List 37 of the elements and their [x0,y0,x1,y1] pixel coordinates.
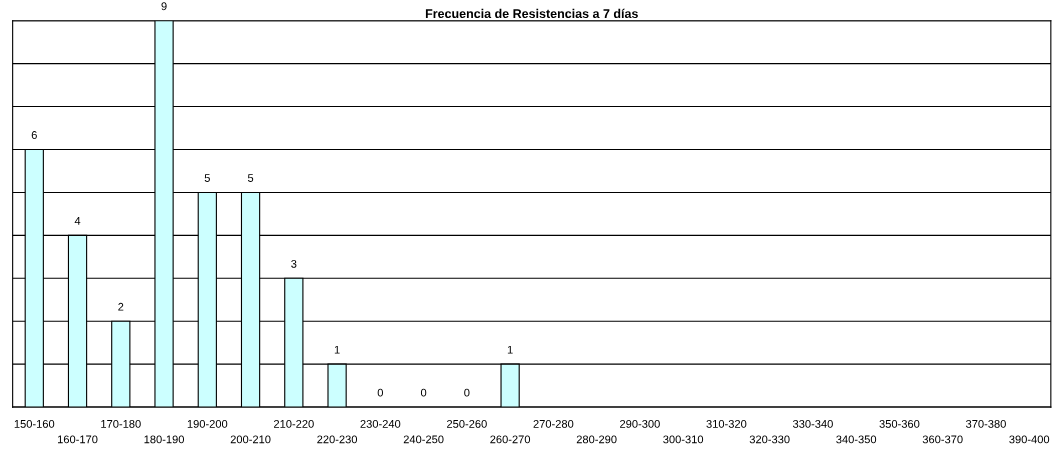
data-label: 1 [507,345,513,354]
chart-title: Frecuencia de Resistencias a 7 días [425,8,638,19]
x-tick-label: 230-240 [360,419,401,428]
x-tick-label: 250-260 [447,419,487,428]
data-label: 4 [74,217,81,225]
x-tick-label: 310-320 [706,419,747,428]
x-tick-label: 370-380 [965,419,1006,428]
x-tick-label: 200-210 [230,435,271,444]
x-tick-label: 170-180 [101,419,141,428]
x-tick-label: 360-370 [922,435,963,444]
x-tick-label: 290-300 [620,419,660,428]
x-tick-label: 240-250 [403,435,444,444]
data-label: 0 [420,388,427,397]
x-tick-label: 150-160 [14,419,55,428]
data-label: 0 [377,388,383,397]
data-label: 2 [118,302,124,311]
x-tick-label: 180-190 [144,435,185,444]
data-label: 9 [161,2,167,11]
x-tick-label: 260-270 [490,435,531,444]
data-label: 5 [204,174,210,182]
x-tick-label: 300-310 [663,435,704,444]
x-tick-label: 190-200 [187,419,228,428]
x-tick-label: 280-290 [576,435,617,444]
x-tick-label: 340-350 [836,435,877,444]
x-tick-label: 270-280 [533,419,574,428]
x-tick-label: 220-230 [317,435,358,444]
x-tick-label: 350-360 [879,419,920,428]
data-label: 6 [31,131,37,139]
x-tick-label: 390-400 [1009,435,1050,444]
data-label: 3 [291,259,297,268]
data-label: 1 [334,345,340,354]
x-tick-label: 330-340 [792,419,833,428]
x-tick-label: 210-220 [274,419,314,428]
data-label: 5 [247,174,254,182]
x-tick-label: 160-170 [58,435,98,444]
data-label: 0 [464,388,470,397]
x-tick-label: 320-330 [749,435,790,444]
